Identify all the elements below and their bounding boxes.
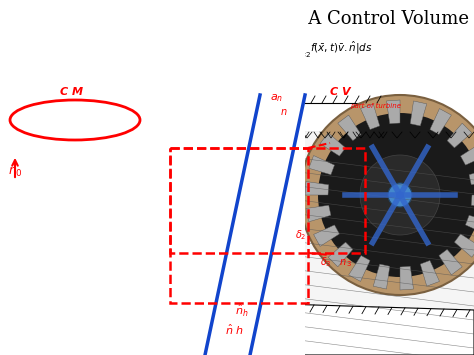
Polygon shape [338, 115, 361, 141]
Text: part of turbine: part of turbine [350, 103, 401, 109]
Circle shape [360, 155, 440, 235]
Bar [10, 100, 170, 112]
Polygon shape [465, 215, 474, 234]
Polygon shape [361, 104, 380, 130]
Polygon shape [328, 242, 353, 267]
Polygon shape [469, 168, 474, 185]
Circle shape [388, 183, 412, 207]
Text: $a_n$: $a_n$ [270, 92, 283, 104]
Polygon shape [305, 181, 329, 195]
Polygon shape [400, 266, 413, 290]
Bar [10, 112, 130, 222]
Polygon shape [309, 155, 335, 175]
Text: $\hat{n}\ h$: $\hat{n}\ h$ [225, 323, 244, 337]
Bar [170, 148, 365, 253]
Text: $\delta_2$: $\delta_2$ [295, 228, 307, 242]
Polygon shape [461, 144, 474, 165]
Polygon shape [455, 234, 474, 257]
Text: $\hat{n}_h$: $\hat{n}_h$ [235, 302, 248, 319]
Text: TIP LEAKAGE
VORTEX: TIP LEAKAGE VORTEX [189, 205, 221, 216]
Polygon shape [155, 300, 474, 355]
Polygon shape [386, 100, 400, 124]
Polygon shape [373, 264, 390, 289]
Polygon shape [349, 256, 370, 282]
Text: $\frac{DF(t)}{Dt} = \int_{V(t)} \frac{\partial f(\bar{x},t)}{\partial t}dV + \in: $\frac{DF(t)}{Dt} = \int_{V(t)} \frac{\p… [101, 38, 373, 61]
Text: SUCTION
SURFACE: SUCTION SURFACE [90, 232, 112, 243]
Polygon shape [420, 261, 439, 286]
Polygon shape [155, 103, 390, 132]
Text: PRESSURE
SURFACE: PRESSURE SURFACE [25, 232, 51, 243]
Text: Two Dimensional Description of  A Control Volume: Two Dimensional Description of A Control… [5, 10, 469, 28]
Polygon shape [306, 205, 331, 222]
Text: $n$: $n$ [280, 107, 288, 117]
Text: $n_0$: $n_0$ [8, 166, 23, 179]
Polygon shape [155, 132, 474, 355]
Bar [170, 148, 308, 303]
Polygon shape [471, 195, 474, 208]
Polygon shape [0, 0, 305, 355]
Text: s1: s1 [160, 297, 168, 303]
Text: C V: C V [330, 87, 351, 97]
Circle shape [318, 113, 474, 277]
Text: $\delta_3$   $n_3$: $\delta_3$ $n_3$ [320, 255, 352, 269]
Polygon shape [430, 109, 451, 135]
Polygon shape [447, 123, 472, 148]
Text: C M: C M [60, 87, 83, 97]
Polygon shape [439, 250, 462, 275]
Polygon shape [410, 101, 427, 126]
Polygon shape [314, 225, 339, 246]
Circle shape [300, 95, 474, 295]
Polygon shape [320, 133, 346, 156]
